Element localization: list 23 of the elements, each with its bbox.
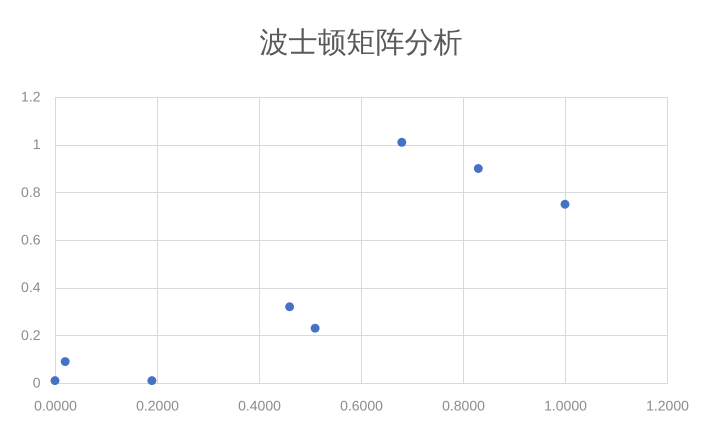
- x-tick-label: 0.6000: [340, 398, 384, 414]
- y-tick-label: 0: [32, 374, 41, 390]
- x-tick-label: 0.2000: [136, 398, 180, 414]
- x-tick-label: 1.0000: [544, 398, 588, 414]
- y-tick-label: 0.8: [21, 184, 41, 200]
- y-tick-label: 1: [32, 136, 41, 152]
- y-tick-label: 0.4: [21, 279, 41, 296]
- point: [474, 164, 483, 173]
- point: [285, 302, 294, 312]
- point: [310, 324, 320, 333]
- y-tick-label: 0.2: [21, 326, 41, 343]
- y-tick-label: 0.6: [21, 232, 41, 248]
- point: [60, 357, 70, 366]
- chart-title: 波士顿矩阵分析: [260, 27, 462, 59]
- point: [397, 138, 406, 147]
- x-tick-label: 1.2000: [646, 398, 690, 414]
- point: [560, 200, 570, 209]
- x-tick-label: 0.4000: [238, 398, 282, 414]
- y-tick-label: 1.2: [21, 88, 41, 104]
- point: [147, 376, 156, 386]
- x-tick-label: 0.0000: [34, 398, 78, 414]
- x-tick-label: 0.8000: [442, 398, 486, 414]
- point: [50, 376, 60, 386]
